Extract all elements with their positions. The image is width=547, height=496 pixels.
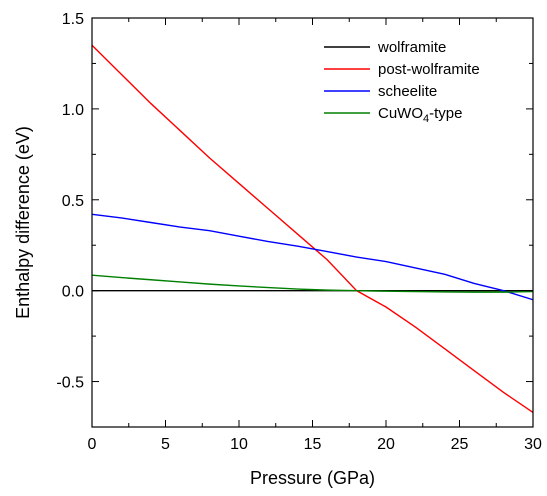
series-line-scheelite <box>91 213 534 301</box>
y-tick-label: -0.5 <box>56 375 84 392</box>
x-tick-label: 10 <box>230 436 248 453</box>
series-line-cuwo4-type <box>91 274 534 293</box>
legend-label-post-wolframite: post-wolframite <box>378 61 480 78</box>
x-tick-label: 5 <box>161 436 170 453</box>
x-tick-label: 25 <box>451 436 469 453</box>
series-line-post-wolframite <box>91 44 534 414</box>
y-tick-label: 0.0 <box>62 284 84 301</box>
x-tick-label: 20 <box>377 436 395 453</box>
y-tick-label: 1.0 <box>62 102 84 119</box>
x-axis-title: Pressure (GPa) <box>250 468 375 488</box>
legend-label-cuwo4-type: CuWO4-type <box>378 105 462 125</box>
legend-label-scheelite: scheelite <box>378 83 437 100</box>
x-tick-label: 15 <box>304 436 322 453</box>
plot-area <box>91 44 534 414</box>
legend-label-wolframite: wolframite <box>377 39 446 56</box>
y-tick-label: 1.5 <box>62 11 84 28</box>
y-tick-label: 0.5 <box>62 193 84 210</box>
legend: wolframite post-wolframite scheelite CuWO4-… <box>324 39 480 125</box>
x-tick-label: 0 <box>88 436 97 453</box>
x-tick-label: 30 <box>524 436 542 453</box>
x-axis-ticks: 0 5 10 15 20 25 30 <box>88 18 542 453</box>
y-axis-title: Enthalpy difference (eV) <box>13 126 33 319</box>
y-axis-ticks: -0.5 0.0 0.5 1.0 1.5 <box>56 11 533 428</box>
